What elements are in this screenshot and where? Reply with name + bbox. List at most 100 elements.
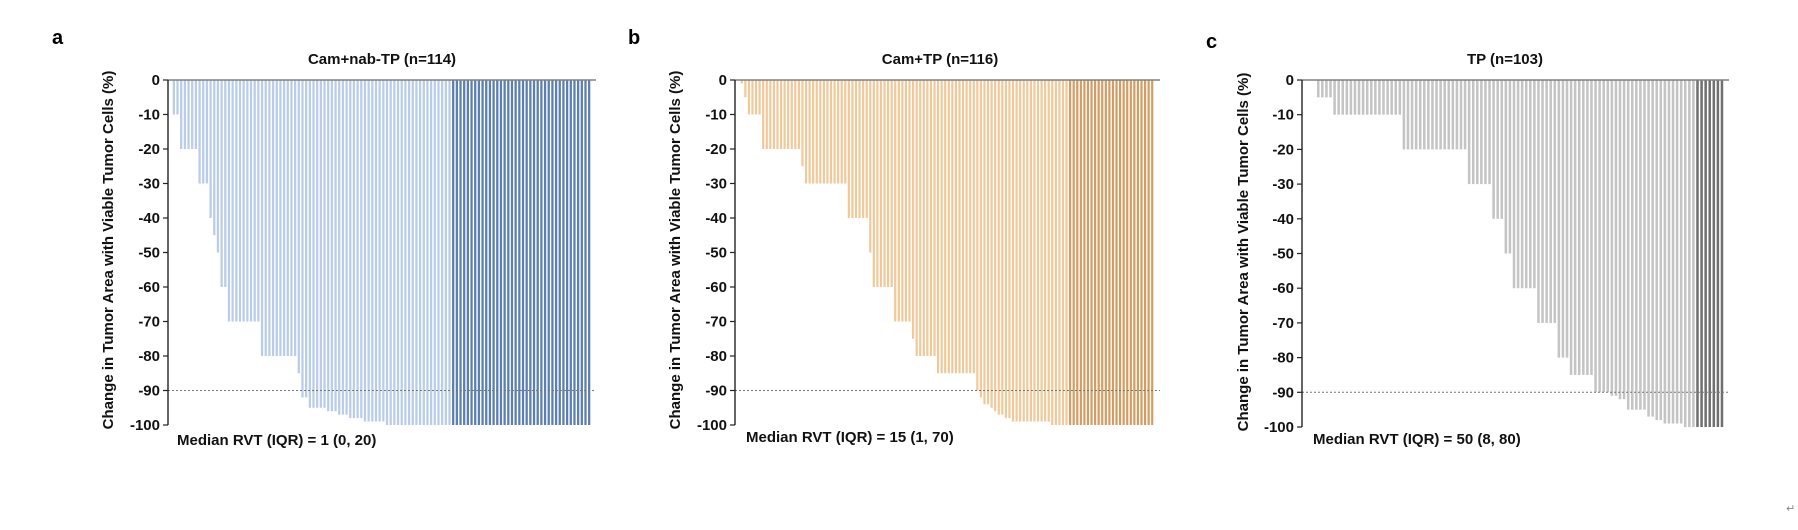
bar bbox=[1072, 80, 1075, 425]
bar bbox=[1537, 80, 1540, 323]
bar bbox=[1671, 80, 1675, 424]
bar bbox=[1097, 80, 1100, 425]
bar bbox=[994, 80, 997, 412]
y-tick-label: -70 bbox=[705, 314, 727, 331]
y-tick-label: -60 bbox=[1272, 280, 1294, 297]
bar bbox=[865, 80, 868, 218]
bar bbox=[1688, 80, 1691, 427]
bar bbox=[1076, 80, 1079, 425]
bar bbox=[854, 80, 858, 218]
bar bbox=[1047, 80, 1050, 422]
bar bbox=[312, 80, 315, 408]
bar bbox=[1471, 80, 1475, 185]
bar bbox=[1431, 80, 1434, 150]
y-tick-label: -50 bbox=[138, 245, 160, 262]
bar bbox=[1069, 80, 1072, 425]
bar bbox=[1118, 80, 1122, 425]
bar bbox=[1115, 80, 1118, 425]
bar bbox=[1001, 80, 1004, 415]
bar bbox=[1036, 80, 1040, 422]
bar bbox=[1083, 80, 1086, 425]
bar bbox=[958, 80, 961, 374]
bar bbox=[415, 80, 418, 425]
y-tick-label: -80 bbox=[705, 348, 727, 365]
bar bbox=[1011, 80, 1015, 422]
bar bbox=[1594, 80, 1597, 393]
bar bbox=[1508, 80, 1512, 254]
bar bbox=[1496, 80, 1499, 219]
bar bbox=[1427, 80, 1430, 150]
y-tick-label: -60 bbox=[705, 279, 727, 296]
bar bbox=[1708, 80, 1711, 427]
bar bbox=[459, 80, 462, 425]
bar bbox=[901, 80, 904, 322]
y-tick-label: -20 bbox=[1272, 141, 1294, 158]
bar bbox=[378, 80, 381, 422]
bar bbox=[444, 80, 447, 425]
bar bbox=[1086, 80, 1090, 425]
bar bbox=[940, 80, 943, 374]
bar bbox=[1618, 80, 1622, 400]
panel-c-plot-area: 0 -10 -20 -30 -40 -50 -60 -70 -80 -90 -100 bbox=[1264, 72, 1729, 436]
bar bbox=[1133, 80, 1136, 425]
bar bbox=[1557, 80, 1561, 358]
bar bbox=[1720, 80, 1724, 427]
bar bbox=[338, 80, 341, 415]
bar bbox=[740, 80, 743, 84]
panel-b-median-annotation: Median RVT (IQR) = 15 (1, 70) bbox=[746, 429, 954, 446]
y-tick-label: -80 bbox=[1272, 350, 1294, 367]
bar bbox=[847, 80, 850, 218]
bar bbox=[833, 80, 836, 184]
bar bbox=[944, 80, 947, 374]
bar bbox=[396, 80, 400, 425]
bar bbox=[488, 80, 492, 425]
bar bbox=[983, 80, 986, 405]
bar bbox=[176, 80, 179, 115]
bar bbox=[1329, 80, 1332, 98]
bar bbox=[1406, 80, 1410, 150]
bar bbox=[1147, 80, 1150, 425]
bar bbox=[758, 80, 761, 115]
bar bbox=[1704, 80, 1707, 427]
bar bbox=[499, 80, 503, 425]
bar bbox=[894, 80, 897, 322]
bar bbox=[1337, 80, 1340, 115]
bar bbox=[1101, 80, 1104, 425]
bar bbox=[890, 80, 893, 287]
bar bbox=[794, 80, 797, 149]
y-tick-label: -10 bbox=[138, 107, 160, 124]
bar bbox=[264, 80, 267, 356]
bar bbox=[1692, 80, 1695, 427]
bar bbox=[573, 80, 576, 425]
bar bbox=[951, 80, 954, 374]
bar bbox=[268, 80, 271, 356]
bar bbox=[1622, 80, 1626, 400]
bar bbox=[1333, 80, 1336, 115]
bar bbox=[1586, 80, 1589, 375]
bar bbox=[1370, 80, 1373, 115]
bar bbox=[474, 80, 477, 425]
bar bbox=[1349, 80, 1353, 115]
bar bbox=[1418, 80, 1422, 150]
bar bbox=[496, 80, 499, 425]
bar bbox=[1054, 80, 1057, 425]
bar bbox=[1553, 80, 1557, 323]
bar bbox=[1520, 80, 1524, 289]
bar bbox=[382, 80, 385, 422]
bar bbox=[1651, 80, 1654, 417]
bar bbox=[455, 80, 458, 425]
bar bbox=[926, 80, 929, 356]
bar bbox=[1443, 80, 1446, 150]
y-tick-label: -90 bbox=[705, 383, 727, 400]
bar bbox=[286, 80, 289, 356]
bar bbox=[260, 80, 264, 356]
y-tick-label: -10 bbox=[705, 107, 727, 124]
bar bbox=[1684, 80, 1687, 427]
bar bbox=[812, 80, 815, 184]
bar bbox=[1353, 80, 1357, 115]
bar bbox=[1667, 80, 1671, 424]
bar bbox=[1541, 80, 1544, 323]
bar bbox=[224, 80, 227, 287]
bar bbox=[319, 80, 322, 408]
